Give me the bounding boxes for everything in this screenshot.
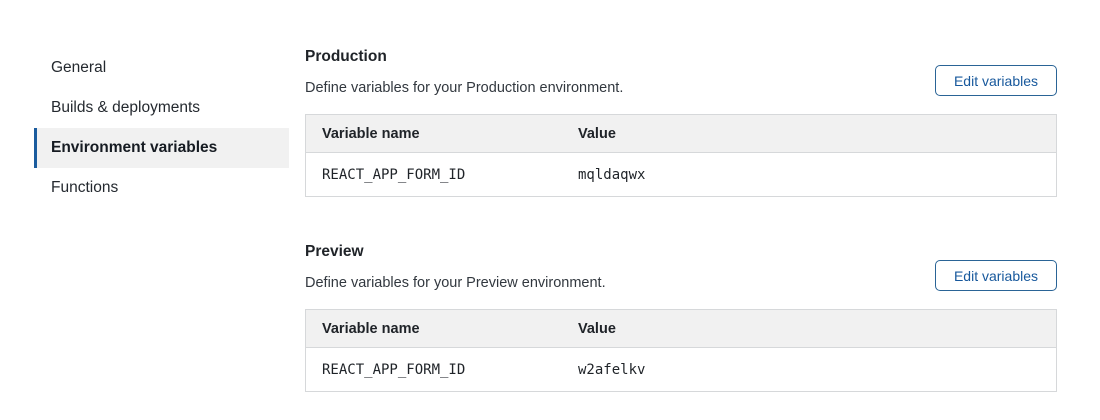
column-header-value: Value [562, 309, 1057, 348]
cell-variable-name: REACT_APP_FORM_ID [322, 166, 466, 183]
table-row: REACT_APP_FORM_ID w2afelkv [306, 348, 1057, 392]
production-section: Production Define variables for your Pro… [305, 47, 1057, 197]
edit-variables-button-preview[interactable]: Edit variables [935, 260, 1057, 291]
sidebar-item-label: Environment variables [51, 139, 218, 156]
cell-variable-value: w2afelkv [578, 361, 646, 378]
preview-section: Preview Define variables for your Previe… [305, 242, 1057, 392]
preview-variables-table: Variable name Value REACT_APP_FORM_ID w2… [305, 309, 1057, 392]
main-content: Production Define variables for your Pro… [305, 0, 1057, 392]
sidebar-item-functions[interactable]: Functions [34, 168, 289, 208]
settings-sidebar: General Builds & deployments Environment… [34, 48, 289, 208]
column-header-value: Value [562, 114, 1057, 153]
sidebar-item-label: Functions [51, 179, 119, 196]
section-description: Define variables for your Production env… [305, 80, 624, 96]
section-description: Define variables for your Preview enviro… [305, 275, 606, 291]
section-title: Production [305, 48, 387, 65]
sidebar-item-general[interactable]: General [34, 48, 289, 88]
table-body: REACT_APP_FORM_ID w2afelkv [306, 348, 1057, 392]
table-header: Variable name Value [305, 309, 1057, 348]
column-header-variable-name: Variable name [305, 114, 562, 153]
production-variables-table: Variable name Value REACT_APP_FORM_ID mq… [305, 114, 1057, 197]
cell-variable-value: mqldaqwx [578, 166, 646, 183]
edit-variables-button-production[interactable]: Edit variables [935, 65, 1057, 96]
table-body: REACT_APP_FORM_ID mqldaqwx [306, 153, 1057, 197]
section-title: Preview [305, 243, 364, 260]
table-header-row: Variable name Value [305, 114, 1057, 153]
column-header-variable-name: Variable name [305, 309, 562, 348]
sidebar-item-label: General [51, 59, 107, 76]
sidebar-item-label: Builds & deployments [51, 99, 201, 116]
table-header-row: Variable name Value [305, 309, 1057, 348]
table-row: REACT_APP_FORM_ID mqldaqwx [306, 153, 1057, 197]
sidebar-item-builds-deployments[interactable]: Builds & deployments [34, 88, 289, 128]
cell-variable-name: REACT_APP_FORM_ID [322, 361, 466, 378]
sidebar-item-environment-variables[interactable]: Environment variables [34, 128, 289, 168]
table-header: Variable name Value [305, 114, 1057, 153]
